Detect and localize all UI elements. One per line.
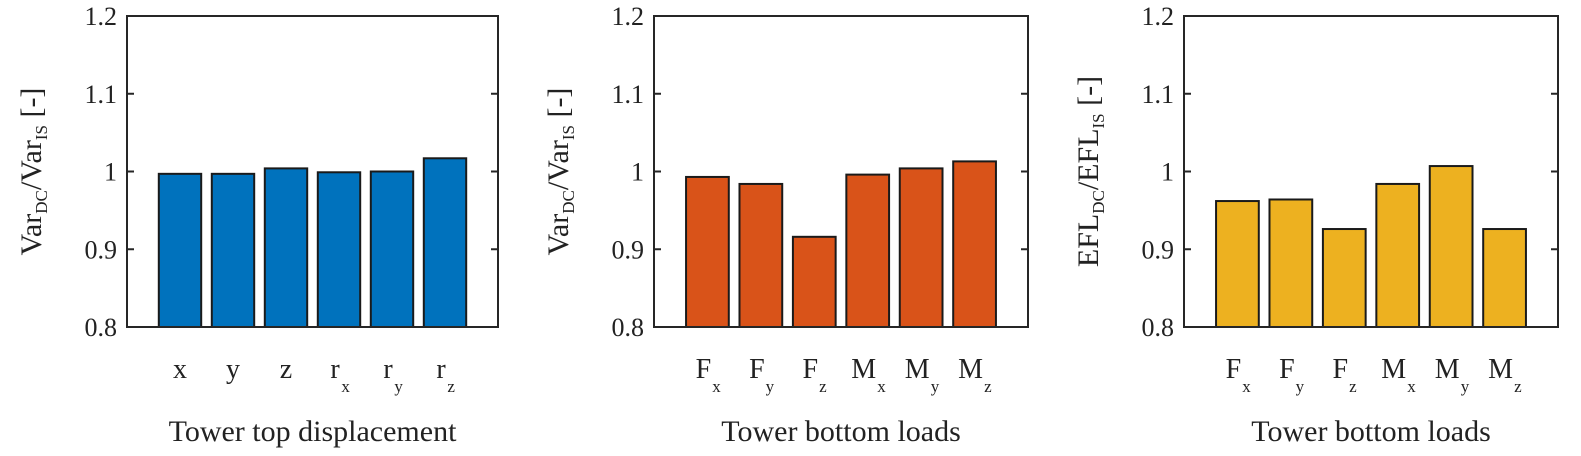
x-tick-label: z: [280, 354, 292, 385]
x-tick-label: rx: [330, 354, 350, 396]
svg-text:y: y: [931, 377, 940, 396]
svg-text:M: M: [1488, 354, 1513, 385]
svg-text:M: M: [1381, 354, 1406, 385]
svg-text:F: F: [1279, 354, 1295, 385]
x-tick-label: x: [173, 354, 187, 385]
y-tick-label: 1.1: [612, 80, 645, 109]
svg-text:F: F: [1226, 354, 1242, 385]
x-tick-label: Fx: [1226, 354, 1252, 396]
x-tick-label: Mx: [1381, 354, 1416, 396]
svg-text:y: y: [226, 354, 240, 385]
svg-text:F: F: [749, 354, 765, 385]
svg-text:F: F: [696, 354, 712, 385]
x-tick-label: Mx: [851, 354, 886, 396]
svg-text:z: z: [984, 377, 992, 396]
x-tick-label: Mz: [1488, 354, 1522, 396]
x-tick-label: Fy: [749, 354, 775, 396]
y-tick-label: 1.2: [1142, 2, 1175, 31]
svg-text:F: F: [802, 354, 818, 385]
y-tick-label: 0.9: [85, 235, 118, 264]
y-tick-label: 0.8: [1142, 313, 1175, 342]
bar-1-2: [210, 172, 256, 328]
svg-text:z: z: [819, 377, 827, 396]
x-tick-label: Fz: [802, 354, 827, 396]
bar-2-4: [845, 173, 891, 328]
bar-2-3: [791, 235, 837, 328]
x-axis-label: Tower top displacement: [169, 415, 457, 448]
x-tick-label: ry: [383, 354, 403, 396]
y-axis-label: VarDC/VarIS [-]: [542, 88, 578, 256]
svg-text:VarDC/VarIS [-]: VarDC/VarIS [-]: [15, 88, 51, 256]
svg-text:F: F: [1332, 354, 1348, 385]
y-tick-label: 1.1: [85, 80, 118, 109]
bar-1-5: [369, 170, 415, 328]
svg-text:x: x: [341, 377, 350, 396]
bar-1-6: [422, 157, 468, 328]
svg-text:x: x: [877, 377, 886, 396]
x-axis-label: Tower bottom loads: [721, 415, 961, 448]
x-tick-label: y: [226, 354, 240, 385]
x-tick-label: My: [1435, 354, 1470, 396]
bar-2-6: [952, 160, 997, 328]
svg-text:M: M: [851, 354, 876, 385]
svg-text:M: M: [1435, 354, 1460, 385]
bar-2-1: [685, 175, 730, 328]
y-axis-label: EFLDC/EFLIS [-]: [1072, 76, 1108, 267]
y-tick-label: 0.8: [612, 313, 645, 342]
x-axis-label: Tower bottom loads: [1251, 415, 1491, 448]
y-axis-label: VarDC/VarIS [-]: [15, 88, 51, 256]
x-tick-label: Mz: [958, 354, 992, 396]
x-tick-label: Fy: [1279, 354, 1305, 396]
svg-text:M: M: [958, 354, 983, 385]
y-tick-label: 0.9: [1142, 235, 1175, 264]
svg-text:x: x: [1407, 377, 1416, 396]
bar-1-1: [157, 172, 203, 328]
svg-text:y: y: [1461, 377, 1470, 396]
svg-text:z: z: [1349, 377, 1357, 396]
bar-3-5: [1428, 165, 1474, 328]
bar-3-3: [1321, 228, 1367, 328]
x-tick-label: My: [905, 354, 940, 396]
bar-3-2: [1268, 198, 1314, 329]
x-tick-label: rz: [436, 354, 455, 396]
bar-2-2: [738, 182, 784, 328]
svg-text:y: y: [1296, 377, 1305, 396]
bar-3-4: [1375, 182, 1421, 328]
svg-text:z: z: [280, 354, 292, 385]
bar-3-6: [1482, 228, 1527, 328]
svg-text:x: x: [173, 354, 187, 385]
svg-text:x: x: [712, 377, 721, 396]
bar-2-5: [898, 167, 944, 328]
svg-text:r: r: [383, 354, 393, 385]
y-tick-label: 1: [1161, 158, 1174, 187]
svg-text:EFLDC/EFLIS [-]: EFLDC/EFLIS [-]: [1072, 76, 1108, 267]
bar-3-1: [1215, 200, 1260, 328]
svg-text:z: z: [447, 377, 455, 396]
svg-text:r: r: [436, 354, 446, 385]
y-tick-label: 0.9: [612, 235, 645, 264]
y-tick-label: 0.8: [85, 313, 118, 342]
x-tick-label: Fx: [696, 354, 722, 396]
svg-text:x: x: [1242, 377, 1251, 396]
y-tick-label: 1.2: [85, 2, 118, 31]
svg-text:y: y: [766, 377, 775, 396]
y-tick-label: 1.1: [1142, 80, 1175, 109]
x-tick-label: Fz: [1332, 354, 1357, 396]
bar-1-3: [263, 167, 309, 328]
y-tick-label: 1: [104, 158, 117, 187]
svg-text:VarDC/VarIS [-]: VarDC/VarIS [-]: [542, 88, 578, 256]
svg-text:r: r: [330, 354, 340, 385]
bar-1-4: [316, 171, 362, 328]
svg-text:y: y: [394, 377, 403, 396]
y-tick-label: 1.2: [612, 2, 645, 31]
y-tick-label: 1: [631, 158, 644, 187]
svg-text:M: M: [905, 354, 930, 385]
svg-text:z: z: [1514, 377, 1522, 396]
